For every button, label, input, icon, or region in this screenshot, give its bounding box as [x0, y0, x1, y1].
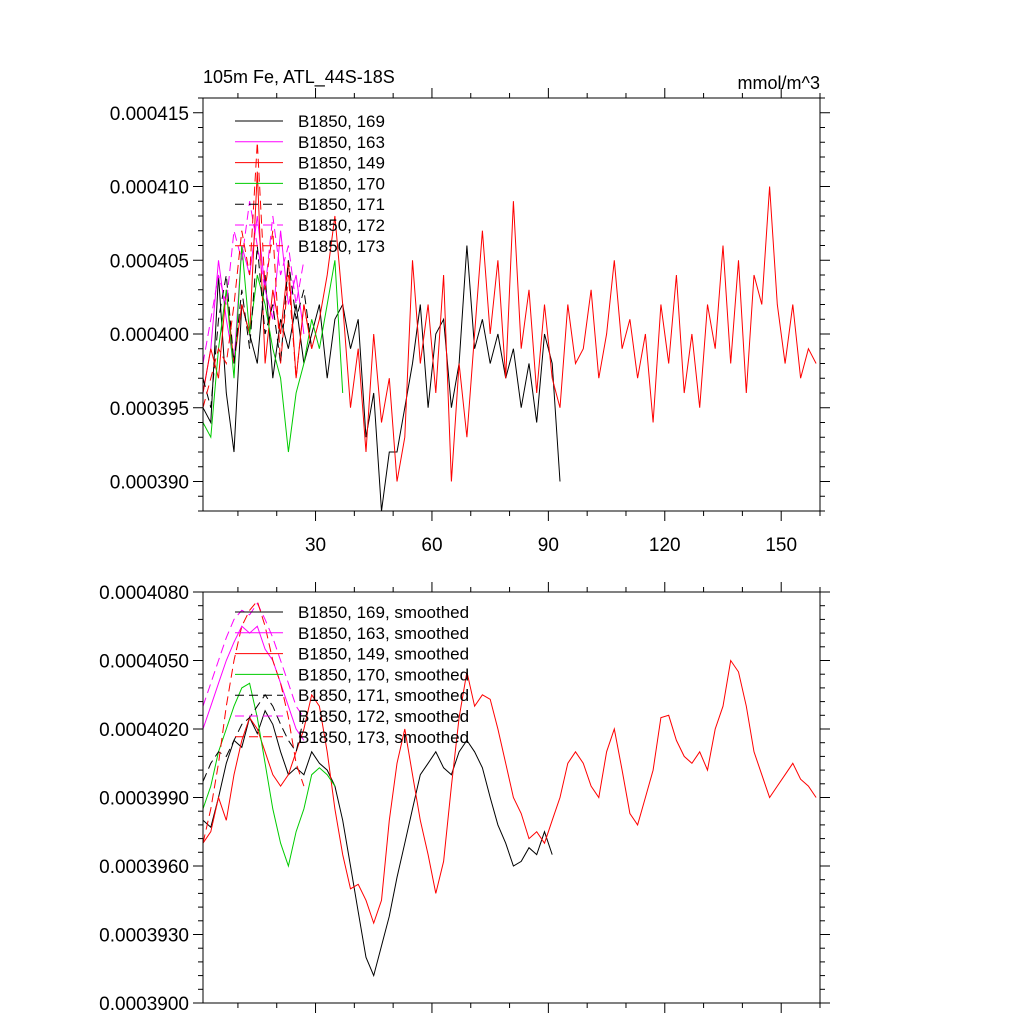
legend-label-5: B1850, 171, smoothed [298, 686, 469, 705]
y-tick-label: 0.0003960 [99, 857, 189, 878]
legend-label-6: B1850, 172 [298, 216, 385, 235]
legend-label-7: B1850, 173 [298, 237, 385, 256]
x-tick-label: 30 [305, 535, 326, 556]
y-tick-label: 0.0004080 [99, 583, 189, 604]
y-tick-label: 0.0003930 [99, 926, 189, 947]
series-line-2 [202, 625, 305, 741]
bottom-panel: 0.0003900 0.0003930 0.0003960 0.0003990 0.00… [99, 582, 830, 1015]
legend-label-2: B1850, 163 [298, 133, 385, 152]
legend-label-2: B1850, 163, smoothed [298, 624, 469, 643]
series-line-6 [202, 602, 305, 718]
units-label: mmol/m^3 [738, 73, 820, 93]
legend-label-7: B1850, 173, smoothed [298, 728, 469, 747]
x-tick-label: 120 [649, 535, 681, 556]
series-line-3 [202, 171, 817, 482]
series-line-3 [202, 659, 817, 925]
top-panel: 105m Fe, ATL_44S-18S mmol/m^3 30 60 90 120 1… [110, 67, 830, 556]
series-line-4 [202, 245, 344, 453]
plot-frame [202, 591, 821, 1004]
x-tick-label: 60 [421, 535, 442, 556]
y-tick-label: 0.000410 [110, 178, 189, 199]
series-line-7 [202, 142, 313, 408]
y-tick-label: 0.000400 [110, 325, 189, 346]
series-line-1 [202, 709, 553, 978]
legend-label-1: B1850, 169, smoothed [298, 603, 469, 622]
legend-label-1: B1850, 169 [298, 112, 385, 131]
series-line-6 [202, 201, 305, 364]
series-layer [202, 142, 817, 512]
plot-frame [202, 97, 821, 512]
legend-label-3: B1850, 149, smoothed [298, 645, 469, 664]
legend-label-3: B1850, 149 [298, 154, 385, 173]
y-tick-label: 0.000390 [110, 473, 189, 494]
panel-title: 105m Fe, ATL_44S-18S [203, 67, 395, 88]
legend: B1850, 169, smoothed B1850, 163, smoothed… [235, 603, 469, 747]
x-tick-label: 150 [765, 535, 797, 556]
y-tick-label: 0.0003990 [99, 789, 189, 810]
legend-label-6: B1850, 172, smoothed [298, 707, 469, 726]
y-tick-label: 0.000415 [110, 104, 189, 125]
series-line-7 [202, 600, 305, 844]
y-tick-label: 0.0004020 [99, 720, 189, 741]
y-tick-label: 0.0003900 [99, 994, 189, 1015]
series-layer [202, 600, 817, 978]
ticks-layer: 0.0003900 0.0003930 0.0003960 0.0003990 0.00… [99, 582, 830, 1015]
series-line-1 [202, 245, 561, 512]
y-tick-label: 0.000395 [110, 399, 189, 420]
ticks-layer: 30 60 90 120 150 0.000390 0.000395 0.000400 0.00… [110, 88, 830, 556]
y-tick-label: 0.0004050 [99, 652, 189, 673]
series-line-4 [202, 682, 336, 868]
x-tick-label: 90 [538, 535, 559, 556]
legend-label-4: B1850, 170 [298, 174, 385, 193]
y-tick-label: 0.000405 [110, 251, 189, 272]
legend-label-4: B1850, 170, smoothed [298, 665, 469, 684]
legend-label-5: B1850, 171 [298, 195, 385, 214]
